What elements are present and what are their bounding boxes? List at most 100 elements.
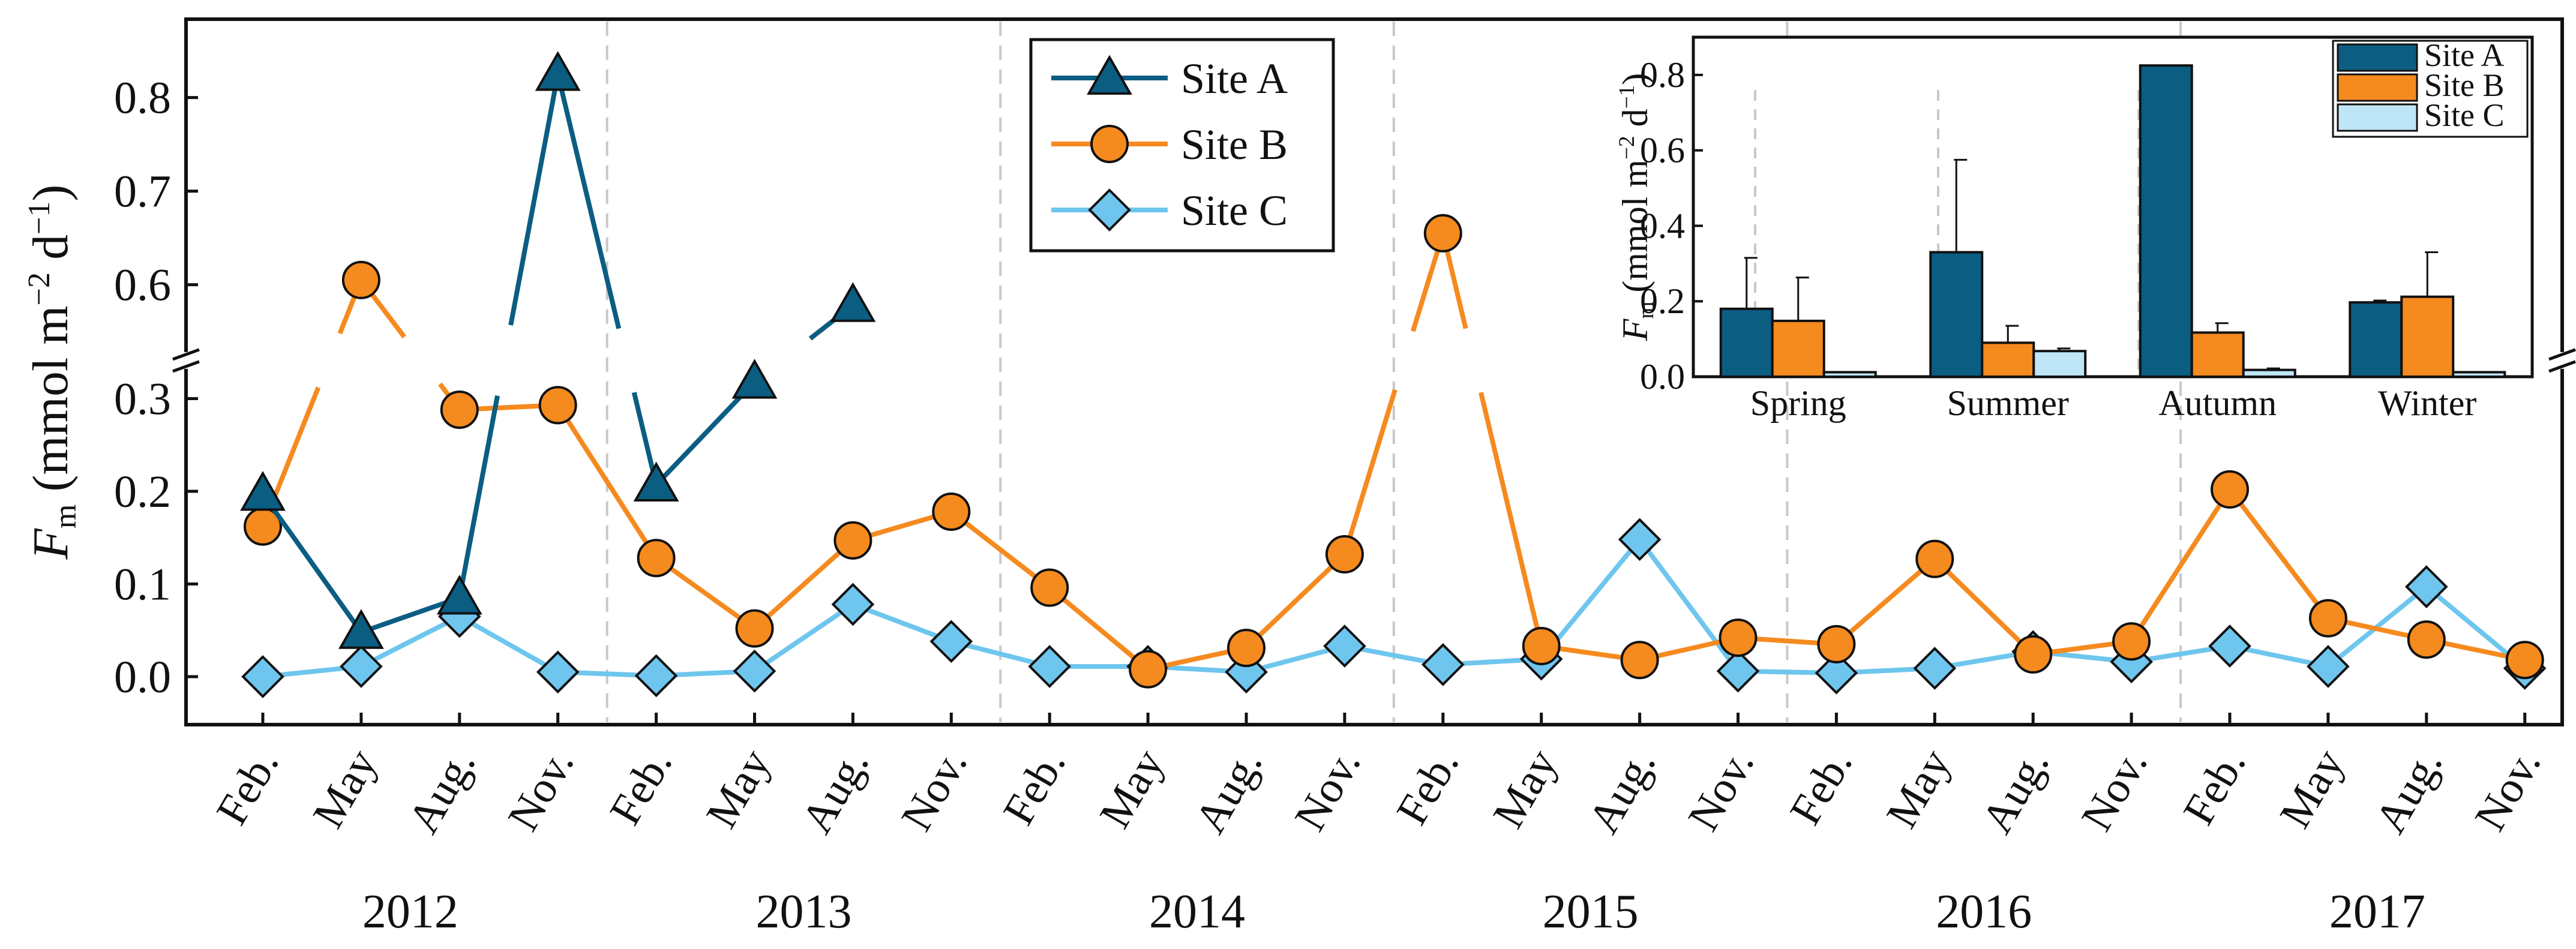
inset-y-label-exp1: −2 [1615, 136, 1639, 160]
inset-x-tick-label: Summer [1947, 383, 2069, 423]
inset-y-label-units-open: (mmol m [1615, 160, 1655, 293]
year-label: 2014 [1149, 885, 1245, 938]
data-point [535, 51, 581, 91]
break-mark [2548, 348, 2576, 361]
inset-legend-label: Site C [2424, 97, 2505, 133]
data-point [2112, 622, 2151, 661]
data-point [2505, 641, 2544, 680]
series-site-b [244, 214, 2544, 689]
bar [1981, 341, 2035, 379]
year-label: 2013 [755, 885, 851, 938]
line-segment [949, 509, 1051, 590]
line-segment [1479, 392, 1544, 647]
inset-y-tick-label: 0.8 [1640, 55, 1685, 95]
bar [2139, 64, 2193, 378]
inset-y-tick-label: 0.4 [1640, 206, 1685, 245]
inset-legend-item-site-a: Site A [2337, 37, 2505, 73]
data-point [735, 609, 774, 648]
line-segment [2227, 488, 2331, 620]
inset-x-tick-label: Spring [1750, 383, 1846, 423]
legend-marker [1088, 188, 1131, 232]
line-segment [556, 404, 658, 560]
data-point [2014, 635, 2053, 674]
legend-label: Site C [1181, 187, 1288, 235]
data-point [436, 575, 482, 615]
line-segment [260, 492, 364, 634]
y-label-subscript: m [49, 504, 83, 529]
inset-bar-chart: 0.0 0.2 0.4 0.6 0.8 Spring Summer Autumn Winter… [1615, 35, 2534, 423]
legend-marker [1087, 55, 1132, 95]
inset-legend-label: Site A [2424, 37, 2505, 73]
line-segment [458, 614, 559, 674]
bar-group-winter [2349, 251, 2506, 379]
bar [1719, 307, 1774, 378]
inset-x-axis: Spring Summer Autumn Winter [1750, 383, 2477, 423]
data-point [1913, 647, 1957, 690]
data-point [1423, 214, 1462, 253]
axis-break [172, 348, 2576, 373]
y-tick-label: 0.1 [114, 560, 171, 610]
inset-legend-item-site-b: Site B [2337, 67, 2505, 103]
y-tick-label: 0.2 [114, 467, 171, 517]
inset-legend-swatch [2337, 73, 2418, 102]
line-segment [1048, 585, 1150, 671]
inset-y-label-symbol: F [1615, 318, 1655, 341]
line-segment [655, 555, 756, 630]
data-point [731, 359, 778, 399]
main-legend: Site A Site B Site C [1029, 38, 1335, 253]
data-point [932, 492, 971, 531]
inset-y-label-units-mid: d [1615, 109, 1655, 136]
line-segment [1834, 557, 1936, 646]
data-point [536, 650, 580, 694]
line-segment [1638, 537, 1740, 673]
y-label-units-close: ) [23, 185, 79, 202]
data-point [1719, 618, 1758, 657]
line-segment [753, 602, 854, 674]
line-segment [654, 380, 757, 486]
main-plot-frame [184, 17, 2564, 726]
y-axis: 0.0 0.1 0.2 0.3 0.6 0.7 0.8 [114, 73, 198, 702]
inset-legend-swatch [2337, 103, 2418, 132]
data-point [2208, 624, 2251, 668]
data-point [2407, 620, 2446, 659]
data-point [833, 521, 872, 560]
y-axis-label: Fm (mmol m−2 d−1) [22, 185, 83, 560]
legend-marker [1090, 125, 1129, 163]
line-segment [555, 73, 622, 329]
line-segment [851, 602, 952, 644]
y-label-symbol: F [23, 527, 79, 560]
inset-legend-item-site-c: Site C [2337, 97, 2505, 133]
year-label: 2012 [362, 885, 458, 938]
inset-y-axis-label: Fm (mmol m−2 d−1) [1615, 73, 1659, 341]
data-point [637, 539, 676, 578]
year-label: 2016 [1936, 885, 2032, 938]
y-tick-label: 0.0 [114, 652, 171, 702]
legend-item-site-a: Site A [1051, 55, 1288, 103]
data-point [241, 655, 284, 698]
data-point [1421, 643, 1465, 686]
data-point [1227, 629, 1265, 668]
line-segment [2129, 488, 2232, 643]
break-mark [2548, 360, 2576, 373]
data-point [1522, 627, 1561, 666]
data-point [634, 654, 678, 698]
series-points [240, 51, 876, 649]
data-point [341, 260, 380, 299]
line-segment [1342, 389, 1398, 555]
inset-y-label-subscript: m [1634, 302, 1659, 319]
series-site-a [240, 51, 876, 649]
data-point [830, 282, 876, 322]
bar [2349, 301, 2403, 378]
data-point [1325, 535, 1364, 574]
break-mark [172, 360, 200, 373]
data-series [240, 51, 2547, 698]
inset-legend-label: Site B [2424, 67, 2505, 103]
data-point [240, 471, 286, 511]
inset-bars [1719, 64, 2506, 379]
data-point [538, 386, 577, 425]
data-point [1030, 568, 1069, 607]
data-point [1323, 624, 1366, 668]
data-point [2211, 470, 2249, 509]
